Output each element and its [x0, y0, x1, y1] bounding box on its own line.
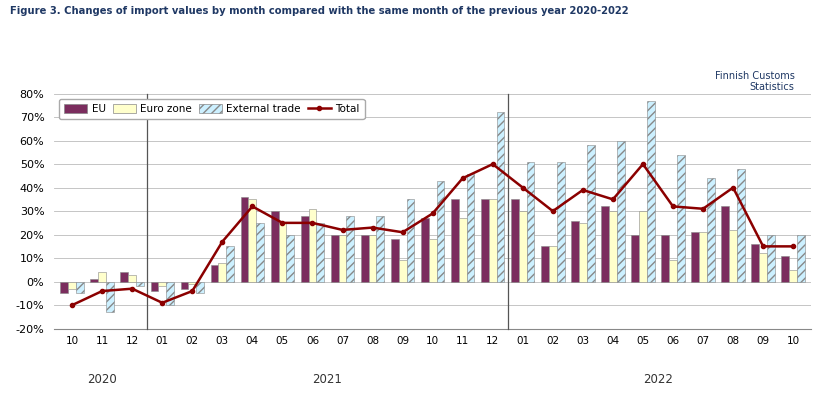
- Bar: [286, 235, 295, 282]
- Bar: [661, 235, 669, 282]
- Bar: [399, 260, 407, 282]
- Bar: [541, 246, 549, 282]
- Bar: [339, 235, 346, 282]
- Bar: [677, 155, 685, 282]
- Legend: EU, Euro zone, External trade, Total: EU, Euro zone, External trade, Total: [59, 99, 364, 119]
- Bar: [421, 218, 428, 282]
- Bar: [790, 270, 797, 282]
- Bar: [707, 178, 715, 282]
- Bar: [309, 209, 316, 282]
- Bar: [136, 282, 144, 286]
- Bar: [557, 162, 565, 282]
- Text: 2021: 2021: [313, 373, 343, 386]
- Bar: [699, 232, 707, 282]
- Bar: [721, 206, 729, 282]
- Bar: [781, 256, 790, 282]
- Bar: [489, 199, 497, 282]
- Bar: [196, 282, 204, 293]
- Bar: [300, 216, 309, 282]
- Bar: [729, 230, 737, 282]
- Bar: [68, 282, 76, 289]
- Bar: [166, 282, 174, 305]
- Bar: [346, 216, 354, 282]
- Bar: [428, 239, 437, 282]
- Bar: [609, 211, 617, 282]
- Bar: [737, 169, 745, 282]
- Bar: [797, 235, 805, 282]
- Bar: [76, 282, 84, 293]
- Bar: [751, 244, 760, 282]
- Text: Finnish Customs
Statistics: Finnish Customs Statistics: [715, 71, 795, 92]
- Bar: [639, 211, 646, 282]
- Bar: [587, 145, 595, 282]
- Bar: [316, 223, 324, 282]
- Bar: [579, 223, 587, 282]
- Bar: [458, 218, 467, 282]
- Bar: [61, 282, 68, 293]
- Bar: [279, 223, 286, 282]
- Bar: [549, 246, 557, 282]
- Bar: [98, 272, 106, 282]
- Bar: [617, 141, 625, 282]
- Bar: [91, 279, 98, 282]
- Bar: [519, 211, 527, 282]
- Bar: [437, 181, 444, 282]
- Bar: [151, 282, 158, 291]
- Bar: [128, 275, 136, 282]
- Text: 2020: 2020: [87, 373, 117, 386]
- Bar: [691, 232, 699, 282]
- Bar: [602, 206, 609, 282]
- Bar: [527, 162, 534, 282]
- Text: 2022: 2022: [643, 373, 673, 386]
- Bar: [511, 199, 519, 282]
- Bar: [391, 239, 399, 282]
- Bar: [571, 220, 579, 282]
- Bar: [669, 260, 677, 282]
- Bar: [760, 253, 767, 282]
- Bar: [219, 263, 226, 282]
- Bar: [331, 235, 339, 282]
- Bar: [481, 199, 489, 282]
- Bar: [376, 216, 384, 282]
- Bar: [407, 199, 414, 282]
- Bar: [181, 282, 188, 289]
- Bar: [158, 282, 166, 286]
- Bar: [270, 211, 279, 282]
- Bar: [767, 235, 775, 282]
- Bar: [369, 235, 376, 282]
- Bar: [451, 199, 458, 282]
- Bar: [256, 223, 264, 282]
- Bar: [210, 265, 219, 282]
- Bar: [240, 197, 249, 282]
- Bar: [106, 282, 114, 312]
- Bar: [121, 272, 128, 282]
- Text: Figure 3. Changes of import values by month compared with the same month of the : Figure 3. Changes of import values by mo…: [10, 6, 629, 16]
- Bar: [249, 199, 256, 282]
- Bar: [497, 112, 504, 282]
- Bar: [646, 101, 655, 282]
- Bar: [361, 235, 369, 282]
- Bar: [467, 173, 474, 282]
- Bar: [631, 235, 639, 282]
- Bar: [226, 246, 234, 282]
- Bar: [188, 282, 196, 284]
